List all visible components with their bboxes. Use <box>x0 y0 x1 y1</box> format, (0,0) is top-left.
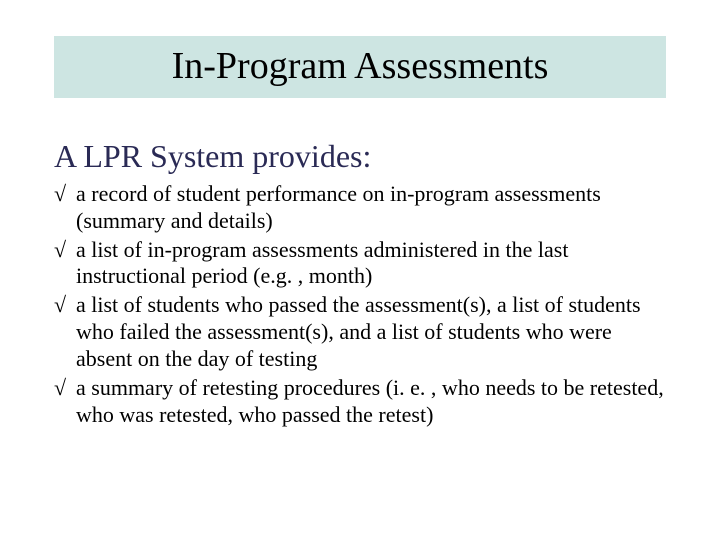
check-icon: √ <box>54 375 76 402</box>
list-item: √ a list of students who passed the asse… <box>54 292 666 372</box>
title-band: In-Program Assessments <box>54 36 666 98</box>
list-item: √ a list of in-program assessments admin… <box>54 237 666 291</box>
check-icon: √ <box>54 181 76 208</box>
slide-title: In-Program Assessments <box>54 44 666 88</box>
bullet-text: a list of in-program assessments adminis… <box>76 237 666 291</box>
bullet-list: √ a record of student performance on in-… <box>54 181 666 428</box>
slide-subtitle: A LPR System provides: <box>54 138 666 175</box>
bullet-text: a list of students who passed the assess… <box>76 292 666 372</box>
slide: In-Program Assessments A LPR System prov… <box>0 0 720 540</box>
bullet-text: a record of student performance on in-pr… <box>76 181 666 235</box>
check-icon: √ <box>54 237 76 264</box>
list-item: √ a record of student performance on in-… <box>54 181 666 235</box>
check-icon: √ <box>54 292 76 319</box>
list-item: √ a summary of retesting procedures (i. … <box>54 375 666 429</box>
bullet-text: a summary of retesting procedures (i. e.… <box>76 375 666 429</box>
